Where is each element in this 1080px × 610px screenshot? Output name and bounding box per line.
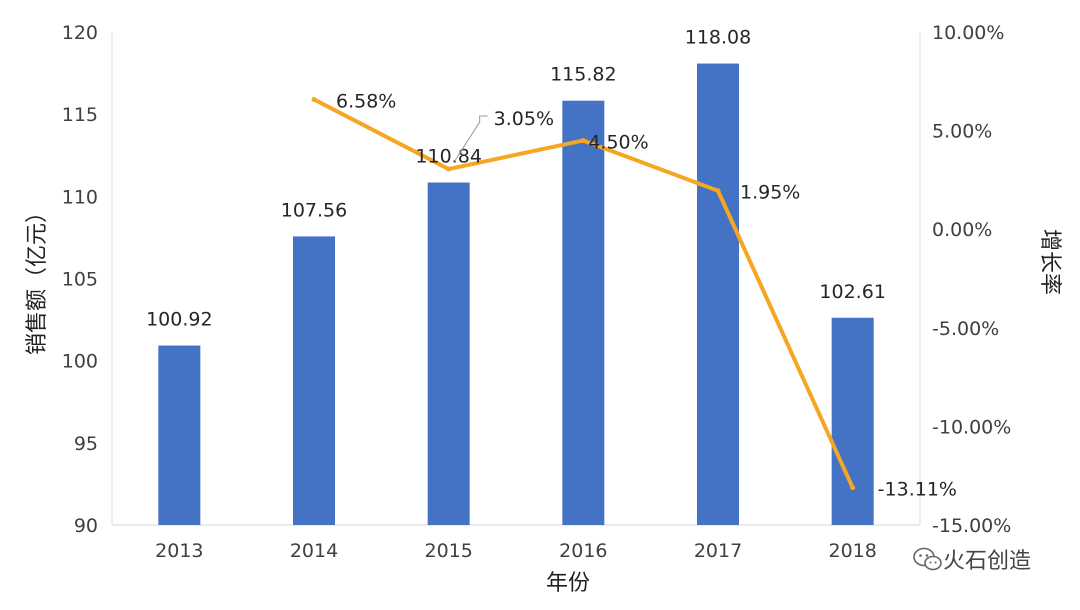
x-tick-label: 2014 — [290, 540, 338, 562]
bar-data-label: 102.61 — [819, 281, 885, 303]
line-data-label: 4.50% — [588, 131, 648, 153]
bar-data-label: 110.84 — [415, 146, 481, 168]
y2-axis-title: 增长率 — [1037, 229, 1062, 295]
x-tick-label: 2015 — [424, 540, 472, 562]
y2-tick-label: 0.00% — [932, 219, 992, 241]
growth-point — [850, 485, 856, 491]
growth-point — [580, 137, 586, 143]
y2-tick-label: 10.00% — [932, 22, 1004, 44]
y2-tick-label: -5.00% — [932, 318, 999, 340]
bars-layer — [158, 63, 874, 525]
line-data-label: 6.58% — [336, 90, 396, 112]
y2-tick-label: -15.00% — [932, 515, 1011, 537]
bar — [427, 182, 470, 525]
bar-data-label: 115.82 — [550, 64, 616, 86]
line-layer — [311, 96, 856, 491]
bar — [293, 236, 335, 525]
wechat-icon — [913, 547, 942, 571]
bar-data-label: 100.92 — [146, 309, 212, 331]
y2-tick-label: 5.00% — [932, 121, 992, 143]
x-tick-label: 2017 — [694, 540, 742, 562]
y-tick-label: 110 — [62, 186, 98, 208]
y-axis-title: 销售额（亿元） — [25, 201, 50, 355]
bar-data-label: 107.56 — [281, 199, 347, 221]
label-leader-line — [454, 115, 488, 162]
labels-layer: 100.92 107.56 110.84 115.82 118.08 102.61 6.58… — [146, 27, 957, 501]
watermark-text: 火石创造 — [943, 549, 1031, 574]
watermark: 火石创造 — [913, 547, 1031, 574]
line-data-label: 1.95% — [740, 182, 800, 204]
axes-layer: 90 95 100 105 110 115 120 -15.00% -10.00% -5.00% 0… — [62, 22, 1012, 562]
y-tick-label: 105 — [62, 269, 98, 291]
y-tick-label: 115 — [62, 104, 98, 126]
x-tick-label: 2016 — [559, 540, 607, 562]
y2-tick-label: -10.00% — [932, 416, 1011, 438]
bar — [831, 317, 874, 525]
bar — [158, 345, 201, 525]
x-tick-label: 2013 — [155, 540, 203, 562]
y-tick-label: 100 — [62, 351, 98, 373]
y-tick-label: 120 — [62, 22, 98, 44]
y-tick-label: 95 — [74, 433, 98, 455]
y-tick-label: 90 — [74, 515, 98, 537]
growth-point — [446, 166, 452, 172]
bar — [697, 63, 739, 525]
bar-data-label: 118.08 — [685, 27, 751, 49]
growth-point — [715, 188, 721, 194]
x-tick-label: 2018 — [828, 540, 876, 562]
line-data-label: 3.05% — [494, 108, 554, 130]
bar — [562, 100, 605, 525]
line-data-label: -13.11% — [878, 479, 957, 501]
growth-point — [311, 96, 317, 102]
x-axis-title: 年份 — [546, 571, 590, 596]
